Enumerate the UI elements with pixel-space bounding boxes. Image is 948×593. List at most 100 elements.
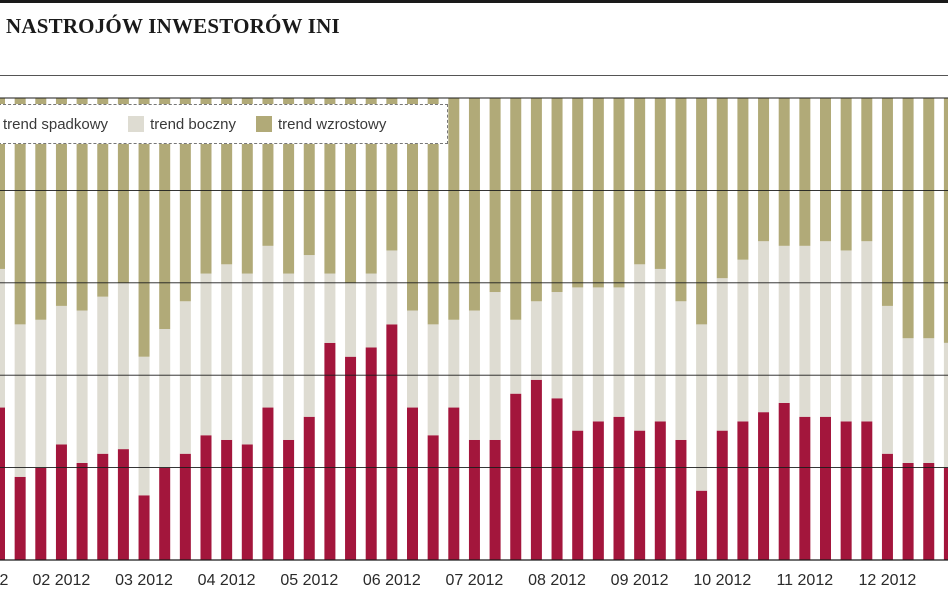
bar-segment-up bbox=[14, 98, 26, 325]
bar-segment-down bbox=[613, 416, 625, 560]
bar-segment-side bbox=[654, 268, 666, 422]
bar-segment-down bbox=[592, 421, 604, 560]
bar-segment-down bbox=[758, 412, 770, 560]
bar-segment-side bbox=[241, 273, 253, 445]
bar-segment-up bbox=[840, 98, 852, 251]
bar-segment-down bbox=[303, 416, 315, 560]
bar-segment-up bbox=[716, 98, 728, 279]
bar-segment-up bbox=[737, 98, 749, 260]
bar-segment-down bbox=[881, 453, 893, 560]
bar-segment-side bbox=[634, 264, 646, 431]
bar-segment-down bbox=[262, 407, 274, 560]
bar-segment-down bbox=[14, 476, 26, 560]
bar-segment-side bbox=[943, 342, 948, 468]
bar-segment-up bbox=[0, 98, 5, 269]
bar-segment-down bbox=[221, 439, 233, 560]
x-tick-label: 02 2012 bbox=[32, 572, 90, 589]
bar-segment-down bbox=[324, 342, 336, 560]
x-tick-label: 07 2012 bbox=[445, 572, 503, 589]
bar-segment-up bbox=[35, 98, 47, 320]
bar-segment-up bbox=[943, 98, 948, 343]
bar-segment-down bbox=[35, 467, 47, 560]
bar-segment-up bbox=[613, 98, 625, 288]
bar-segment-down bbox=[345, 356, 357, 560]
bar-segment-side bbox=[159, 329, 171, 468]
legend: trend spadkowy trend boczny trend wzrost… bbox=[0, 104, 448, 144]
bar-segment-up bbox=[159, 98, 171, 329]
bar-segment-up bbox=[303, 98, 315, 256]
bar-segment-up bbox=[881, 98, 893, 306]
bar-segment-up bbox=[283, 98, 295, 274]
bar-segment-down bbox=[820, 416, 831, 560]
bar-segment-up bbox=[696, 98, 708, 325]
bar-segment-side bbox=[572, 287, 584, 431]
bar-segment-up bbox=[861, 98, 873, 242]
bar-segment-side bbox=[530, 301, 542, 380]
bar-segment-side bbox=[179, 301, 191, 454]
bar-segment-up bbox=[76, 98, 88, 311]
bar-segment-down bbox=[427, 435, 439, 560]
title-divider bbox=[0, 75, 948, 76]
bar-segment-up bbox=[55, 98, 67, 306]
bar-segment-down bbox=[283, 439, 295, 560]
bar-segment-up bbox=[778, 98, 790, 246]
bar-segment-down bbox=[241, 444, 253, 560]
x-tick-label: 09 2012 bbox=[611, 572, 669, 589]
bar-segment-up bbox=[489, 98, 501, 293]
bar-segment-up bbox=[221, 98, 233, 265]
bar-segment-down bbox=[468, 439, 480, 560]
bar-segment-side bbox=[613, 287, 625, 417]
bar-segment-up bbox=[592, 98, 604, 288]
bar-segment-down bbox=[799, 416, 811, 560]
bar-segment-side bbox=[283, 273, 295, 440]
bar-segment-side bbox=[737, 259, 749, 422]
bar-segment-side bbox=[448, 319, 460, 408]
bar-segment-up bbox=[97, 98, 109, 297]
legend-swatch-side bbox=[128, 116, 145, 132]
bar-segment-up bbox=[923, 98, 935, 339]
bar-segment-up bbox=[654, 98, 666, 269]
bar-segment-side bbox=[820, 241, 831, 417]
bar-segment-side bbox=[138, 356, 150, 496]
bar-segment-down bbox=[923, 462, 935, 560]
bar-segment-down bbox=[675, 439, 687, 560]
bar-segment-down bbox=[97, 453, 109, 560]
bar-segment-up bbox=[551, 98, 563, 293]
bar-segment-side bbox=[427, 324, 439, 436]
bar-segment-down bbox=[489, 439, 501, 560]
legend-label-down: trend spadkowy bbox=[3, 115, 109, 133]
bar-segment-up bbox=[200, 98, 212, 274]
legend-swatch-up bbox=[255, 116, 272, 132]
top-rule bbox=[0, 0, 948, 3]
bar-segment-down bbox=[551, 398, 563, 560]
bar-segment-up bbox=[138, 98, 150, 357]
bar-segment-up bbox=[675, 98, 687, 302]
bar-segment-down bbox=[386, 324, 398, 560]
bar-segment-up bbox=[427, 98, 439, 325]
bar-segment-down bbox=[840, 421, 852, 560]
bar-segment-side bbox=[200, 273, 212, 436]
bar-segment-side bbox=[840, 250, 852, 422]
x-tick-label: 06 2012 bbox=[363, 572, 421, 589]
x-tick-label: 03 2012 bbox=[115, 572, 173, 589]
bar-segment-side bbox=[365, 273, 377, 348]
bar-segment-down bbox=[861, 421, 873, 560]
x-tick-label: 11 2012 bbox=[776, 572, 833, 589]
bar-segment-down bbox=[696, 490, 708, 560]
bar-segment-down bbox=[365, 347, 377, 560]
bar-segment-down bbox=[159, 467, 171, 560]
bar-segment-down bbox=[179, 453, 191, 560]
bar-segment-down bbox=[634, 430, 646, 560]
bar-segment-side bbox=[758, 241, 770, 413]
bar-segment-side bbox=[696, 324, 708, 491]
bar-segment-down bbox=[0, 407, 5, 560]
bar-segment-down bbox=[407, 407, 418, 560]
bar-segment-down bbox=[716, 430, 728, 560]
bar-segment-up bbox=[902, 98, 914, 339]
bar-segment-up bbox=[407, 98, 418, 311]
legend-item-side: trend boczny bbox=[118, 116, 236, 133]
bar-segment-side bbox=[510, 319, 522, 394]
bar-segment-down bbox=[530, 379, 542, 560]
bar-segment-up bbox=[758, 98, 770, 242]
bar-segment-down bbox=[943, 467, 948, 560]
